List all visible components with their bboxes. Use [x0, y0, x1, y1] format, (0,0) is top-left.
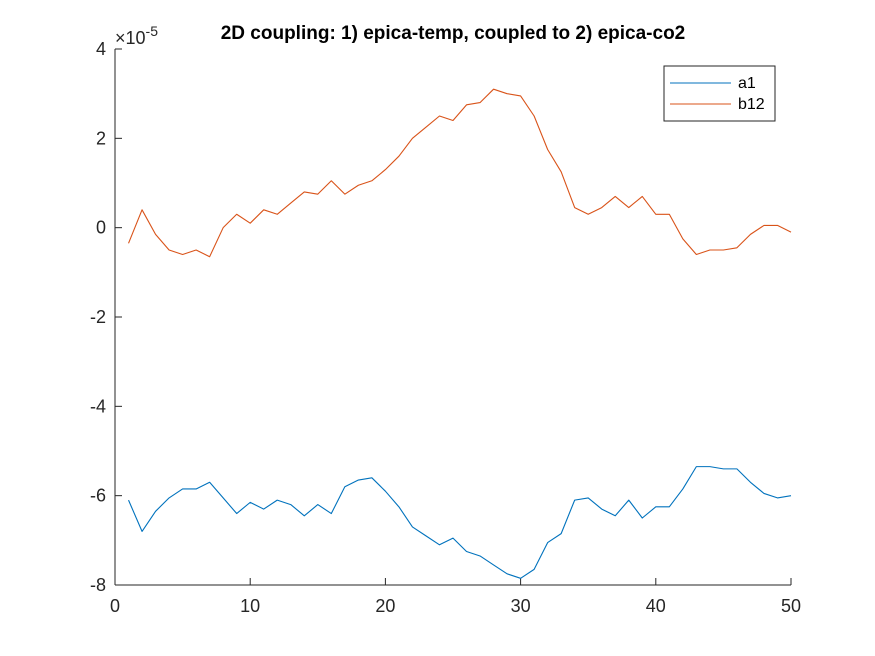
x-tick-label: 20 — [375, 596, 395, 616]
y-ticks: -8 -6 -4 -2 0 2 4 — [90, 39, 122, 595]
x-tick-label: 50 — [781, 596, 801, 616]
x-tick-label: 30 — [511, 596, 531, 616]
series-line-b12 — [128, 88, 792, 258]
axes — [114, 49, 791, 586]
series-line-a1 — [128, 466, 792, 579]
y-tick-label: -8 — [90, 575, 106, 595]
y-tick-label: 2 — [96, 128, 106, 148]
plot-area — [115, 49, 791, 585]
y-multiplier-base: ×10 — [115, 28, 146, 48]
y-axis-multiplier: ×10-5 — [115, 23, 158, 48]
legend-label-b12: b12 — [738, 96, 765, 113]
legend-box — [663, 65, 776, 122]
chart-title: 2D coupling: 1) epica-temp, coupled to 2… — [221, 23, 686, 44]
y-tick-label: 4 — [96, 39, 106, 59]
y-multiplier-exponent: -5 — [146, 23, 159, 39]
y-tick-label: -4 — [90, 396, 106, 416]
x-ticks: 0 10 20 30 40 50 — [110, 578, 801, 616]
legend-label-a1: a1 — [738, 75, 756, 92]
series-lines — [128, 88, 792, 579]
x-tick-label: 0 — [110, 596, 120, 616]
y-tick-label: -6 — [90, 486, 106, 506]
x-tick-label: 10 — [240, 596, 260, 616]
y-tick-label: -2 — [90, 307, 106, 327]
y-tick-label: 0 — [96, 218, 106, 238]
x-tick-label: 40 — [646, 596, 666, 616]
